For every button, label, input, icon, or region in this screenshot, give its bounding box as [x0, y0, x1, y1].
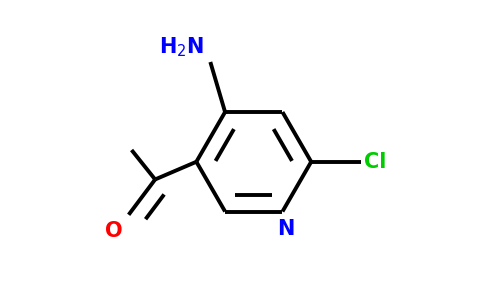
Text: N: N	[277, 219, 294, 239]
Text: O: O	[105, 221, 123, 241]
Text: H$_2$N: H$_2$N	[159, 35, 204, 59]
Text: Cl: Cl	[364, 152, 387, 172]
